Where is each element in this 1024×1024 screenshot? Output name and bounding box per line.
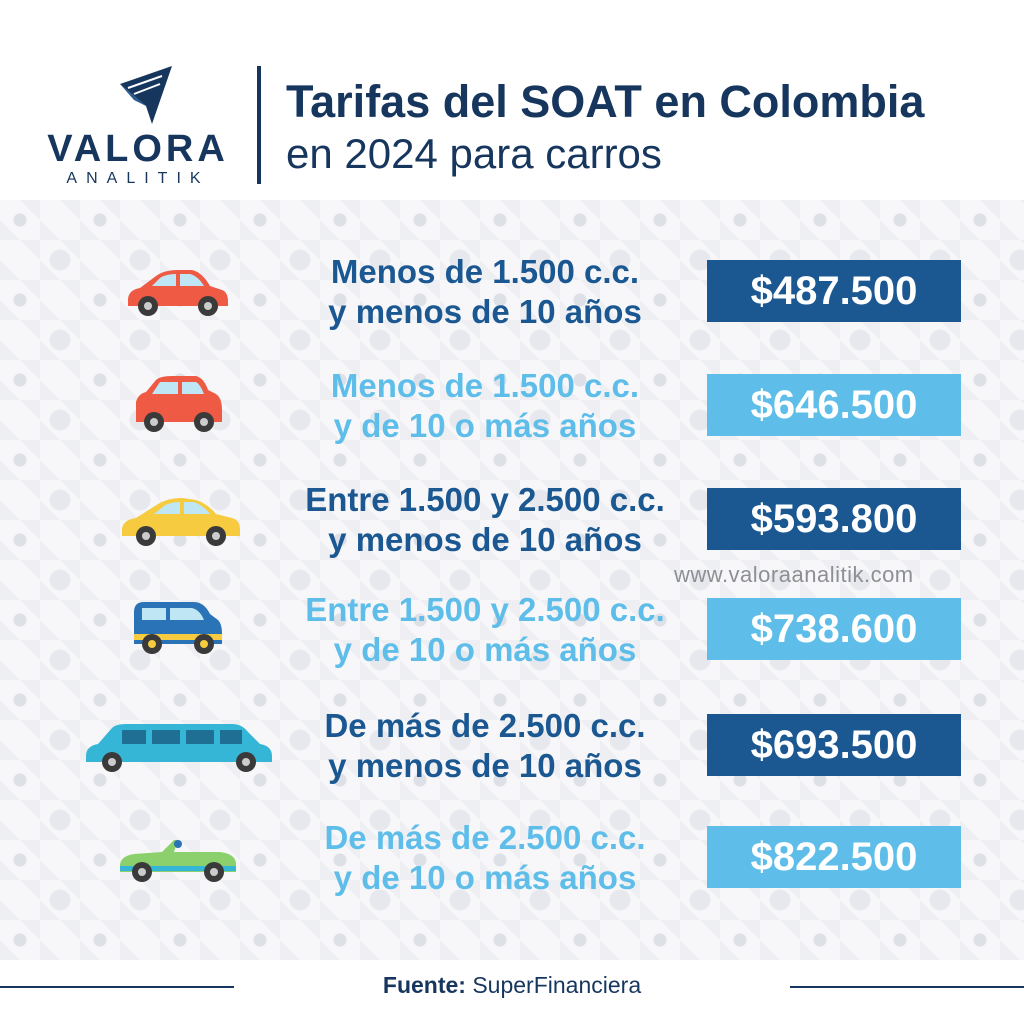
tariff-price: $646.500 — [707, 374, 961, 436]
red-hatchback-icon — [136, 376, 222, 432]
tariff-price: $593.800 — [707, 488, 961, 550]
tariff-age-range: y menos de 10 años — [328, 747, 642, 784]
tariff-engine-range: Entre 1.500 y 2.500 c.c. — [305, 591, 665, 628]
page-subtitle: en 2024 para carros — [286, 130, 662, 177]
background-pattern — [0, 200, 1024, 960]
tariff-age-range: y menos de 10 años — [328, 521, 642, 558]
green-convertible-icon — [120, 840, 236, 882]
tariff-row: De más de 2.500 c.c. y de 10 o más años … — [0, 818, 1024, 918]
tariff-engine-range: De más de 2.500 c.c. — [324, 819, 646, 856]
footer-line-left — [0, 986, 234, 988]
yellow-coupe-icon — [122, 498, 240, 546]
tariff-description: De más de 2.500 c.c. y menos de 10 años — [270, 706, 700, 786]
tariff-engine-range: Entre 1.500 y 2.500 c.c. — [305, 481, 665, 518]
page-title: Tarifas del SOAT en Colombia — [286, 76, 925, 127]
tariff-price: $738.600 — [707, 598, 961, 660]
brand-logo: VALORA ANALITIK — [40, 66, 240, 187]
tariff-age-range: y menos de 10 años — [328, 293, 642, 330]
tariff-row: Entre 1.500 y 2.500 c.c. y menos de 10 a… — [0, 480, 1024, 580]
tariff-description: Menos de 1.500 c.c. y menos de 10 años — [270, 252, 700, 332]
header-divider — [257, 66, 261, 184]
footer-source-name: SuperFinanciera — [472, 972, 642, 998]
tariff-row: Entre 1.500 y 2.500 c.c. y de 10 o más a… — [0, 590, 1024, 690]
footer-source-label: Fuente: — [382, 972, 466, 998]
brand-sub: ANALITIK — [66, 170, 210, 187]
tariff-price: $693.500 — [707, 714, 961, 776]
tariff-price: $487.500 — [707, 260, 961, 322]
footer-line-right — [790, 986, 1024, 988]
tariff-engine-range: Menos de 1.500 c.c. — [330, 367, 640, 404]
tariff-description: Menos de 1.500 c.c. y de 10 o más años — [270, 366, 700, 446]
tariff-row: Menos de 1.500 c.c. y de 10 o más años $… — [0, 366, 1024, 466]
limousine-icon — [86, 724, 272, 772]
blue-suv-icon — [134, 602, 222, 654]
tariff-price: $822.500 — [707, 826, 961, 888]
tariff-engine-range: De más de 2.500 c.c. — [324, 707, 646, 744]
logo-mark-icon — [120, 66, 172, 124]
tariff-age-range: y de 10 o más años — [333, 631, 637, 668]
tariff-row: De más de 2.500 c.c. y menos de 10 años … — [0, 706, 1024, 806]
tariff-description: Entre 1.500 y 2.500 c.c. y de 10 o más a… — [270, 590, 700, 670]
brand-name: VALORA — [47, 128, 229, 170]
tariff-age-range: y de 10 o más años — [333, 407, 637, 444]
red-sedan-icon — [128, 270, 228, 316]
tariff-engine-range: Menos de 1.500 c.c. — [330, 253, 640, 290]
tariff-row: Menos de 1.500 c.c. y menos de 10 años $… — [0, 250, 1024, 350]
tariff-age-range: y de 10 o más años — [333, 859, 637, 896]
footer-source: Fuente: SuperFinanciera — [0, 972, 1024, 999]
tariff-description: De más de 2.500 c.c. y de 10 o más años — [270, 818, 700, 898]
tariff-description: Entre 1.500 y 2.500 c.c. y menos de 10 a… — [270, 480, 700, 560]
watermark-url: www.valoraanalitik.com — [674, 562, 914, 587]
